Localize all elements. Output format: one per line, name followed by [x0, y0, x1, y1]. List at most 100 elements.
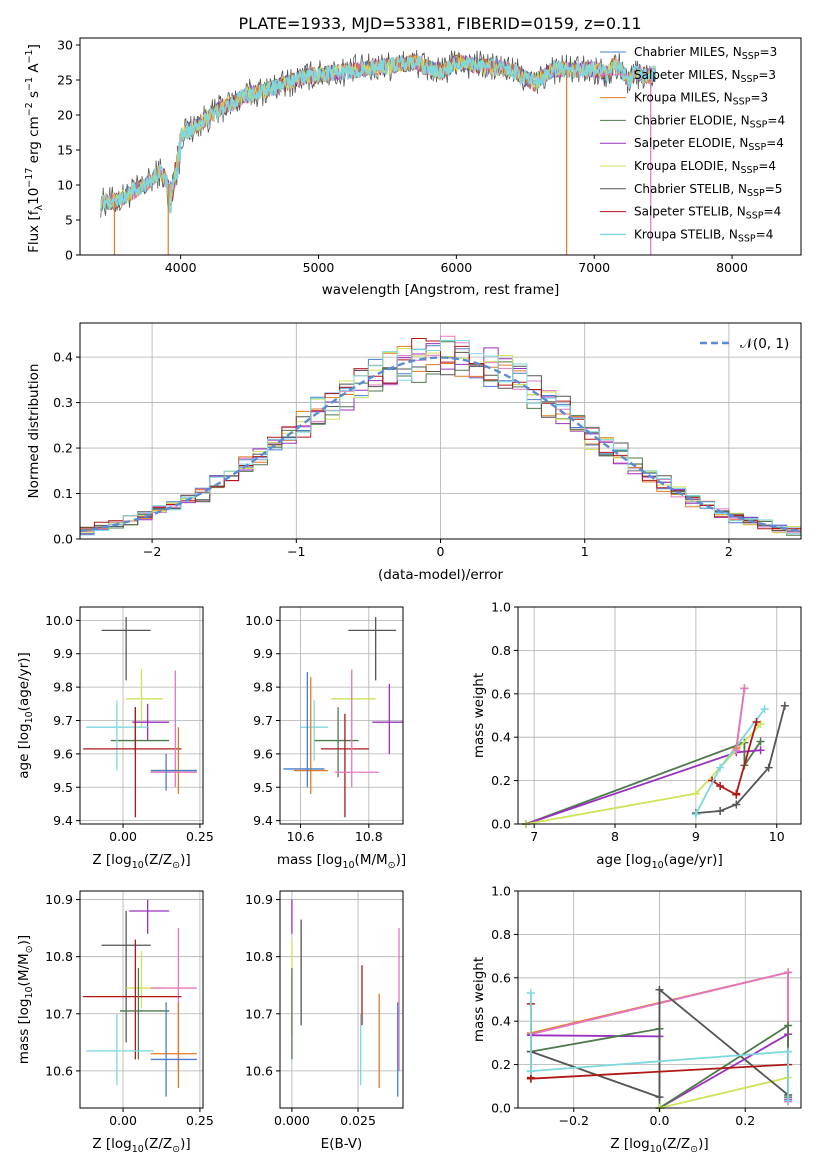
spectrum-ylabel: Flux [fλ10−17 erg cm−2 s−1 A−1] [24, 44, 45, 253]
weight_vs_age-line-kroupa_stelib [695, 708, 766, 815]
age_vs_z-ytick-label: 9.4 [53, 813, 73, 828]
residuals-xlabel: (data-model)/error [378, 567, 504, 583]
mass_vs_ebv-xlabel: E(B-V) [321, 1136, 363, 1152]
weight_vs_z-marker-chabrier_stelib [655, 985, 664, 994]
age_vs_mass-ytick-label: 9.6 [253, 746, 273, 761]
weight_vs_z-marker-kroupa_stelib [526, 988, 535, 997]
age_vs_mass-ytick-label: 9.4 [253, 813, 273, 828]
weight_vs_age-marker-salpeter_elodie [756, 746, 765, 755]
legend-label-salpeter_stelib: Salpeter STELIB, NSSP=4 [634, 205, 781, 222]
weight_vs_z-marker-chabrier_stelib [655, 1093, 664, 1102]
mass_vs_ebv-frame [279, 890, 404, 1109]
weight_vs_age-marker-chabrier_stelib [716, 806, 725, 815]
age_vs_z-xtick-label: 0.00 [109, 829, 137, 844]
weight_vs_age-marker-kroupa_stelib [691, 810, 700, 819]
legend-label-kroupa_stelib: Kroupa STELIB, NSSP=4 [634, 227, 773, 244]
legend-label-chabrier_miles: Chabrier MILES, NSSP=3 [634, 45, 777, 62]
weight_vs_age-marker-kroupa_stelib [716, 763, 725, 772]
spectrum-series-kroupa_stelib [100, 54, 657, 214]
weight_vs_z-xtick-label: 0.0 [650, 1113, 670, 1128]
weight_vs_age-xtick-label: 10 [769, 829, 785, 844]
mass_vs_z-xtick-label: 0.00 [109, 1113, 137, 1128]
spectrum-ytick-label: 0 [65, 248, 73, 263]
weight_vs_z-ylabel: mass weight [471, 957, 487, 1042]
weight_vs_z-line-chabrier_stelib [530, 987, 789, 1099]
weight_vs_age-line-chabrier_elodie [525, 740, 762, 825]
weight_vs_age-marker-kroupa_elodie [691, 789, 700, 798]
weight_vs_age-line-salpeter_stelib [711, 779, 737, 796]
residuals-xtick-label: 2 [725, 544, 733, 559]
weight_vs_z-ytick-label: 0.2 [491, 1057, 511, 1072]
age_vs_mass-ytick-label: 9.7 [253, 713, 273, 728]
residuals-ylabel: Normed distribution [26, 364, 42, 499]
spectrum-ytick-label: 10 [57, 178, 73, 193]
residuals-ytick-label: 0.1 [53, 486, 73, 501]
mass_vs_z-xlabel: Z [log10(Z/Z⊙)] [92, 1136, 190, 1155]
weight_vs_age-ytick-label: 0.8 [491, 643, 511, 658]
weight_vs_z-marker-salpeter_miles [784, 968, 793, 977]
age_vs_z-ytick-label: 9.5 [53, 780, 73, 795]
weight_vs_z-line-kroupa_elodie [659, 1076, 789, 1109]
mass_vs_ebv-ytick-label: 10.9 [245, 892, 273, 907]
weight_vs_z-xtick-label: 0.2 [735, 1113, 755, 1128]
weight_vs_age-marker-salpeter_miles [732, 746, 741, 755]
spectrum-ytick-label: 15 [57, 143, 73, 158]
weight_vs_age-marker-salpeter_stelib [752, 718, 761, 727]
mass_vs_z-xtick-label: 0.25 [186, 1113, 214, 1128]
mass_vs_ebv-ytick-label: 10.8 [245, 949, 273, 964]
weight_vs_age-ytick-label: 0.6 [491, 686, 511, 701]
weight_vs_age-ytick-label: 1.0 [491, 600, 511, 615]
weight_vs_age-marker-chabrier_stelib [732, 800, 741, 809]
weight_vs_age-ytick-label: 0.2 [491, 773, 511, 788]
spectrum-xtick-label: 7000 [578, 260, 610, 275]
weight_vs_age-xlabel: age [log10(age/yr)] [596, 852, 722, 871]
weight_vs_z-line-salpeter_stelib [530, 1063, 789, 1080]
age_vs_mass-xtick-label: 10.6 [287, 829, 315, 844]
mass_vs_z-frame [79, 890, 204, 1109]
age_vs_z-frame [79, 606, 204, 825]
weight_vs_z-line-chabrier_elodie [659, 1023, 789, 1109]
age_vs_z-xlabel: Z [log10(Z/Z⊙)] [92, 852, 190, 871]
age_vs_mass-xlabel: mass [log10(M/M⊙)] [277, 852, 406, 871]
residuals-normal-curve [80, 356, 799, 533]
mass_vs_ebv-ytick-label: 10.6 [245, 1063, 273, 1078]
weight_vs_z-ytick-label: 0.8 [491, 927, 511, 942]
residuals-hist-salpeter_stelib [80, 338, 801, 530]
mass_vs_z-ylabel: mass [log10(M/M⊙)] [16, 935, 35, 1064]
mass_vs_ebv-xtick-label: 0.000 [274, 1113, 310, 1128]
weight_vs_age-marker-salpeter_miles [740, 684, 749, 693]
legend-label-kroupa_elodie: Kroupa ELODIE, NSSP=4 [634, 159, 776, 176]
weight_vs_z-xtick-label: −0.2 [559, 1113, 589, 1128]
weight_vs_age-marker-kroupa_elodie [756, 720, 765, 729]
residuals-xtick-label: 0 [437, 544, 445, 559]
residuals-xtick-label: −1 [287, 544, 305, 559]
weight_vs_age-line-salpeter_miles [735, 688, 746, 751]
residuals-ytick-label: 0.3 [53, 395, 73, 410]
spectrum-plot-area [100, 49, 657, 255]
mass_vs_ebv-plot-area [291, 899, 400, 1097]
age_vs_z-ytick-label: 9.6 [53, 746, 73, 761]
spectrum-ytick-label: 30 [57, 38, 73, 53]
weight_vs_age-plot-area [522, 684, 789, 828]
mass_vs_z-ytick-label: 10.8 [45, 949, 73, 964]
age_vs_mass-ytick-label: 9.9 [253, 646, 273, 661]
weight_vs_z-marker-kroupa_stelib [784, 1096, 793, 1105]
residuals-frame [79, 322, 802, 540]
weight_vs_age-ytick-label: 0.4 [491, 730, 511, 745]
mass_vs_ebv-xtick-label: 0.025 [340, 1113, 376, 1128]
age_vs_mass-xtick-label: 10.8 [355, 829, 383, 844]
residuals-plot-area [80, 335, 801, 536]
age_vs_z-xtick-label: 0.25 [186, 829, 214, 844]
legend-label-salpeter_elodie: Salpeter ELODIE, NSSP=4 [634, 136, 784, 153]
legend-label-kroupa_miles: Kroupa MILES, NSSP=3 [634, 91, 768, 108]
residuals-ytick-label: 0.0 [53, 532, 73, 547]
weight_vs_z-ytick-label: 0.6 [491, 970, 511, 985]
spectrum-xlabel: wavelength [Angstrom, rest frame] [322, 282, 560, 298]
weight_vs_age-xtick-label: 8 [611, 829, 619, 844]
weight_vs_age-marker-chabrier_stelib [780, 701, 789, 710]
weight_vs_z-plot-area [526, 968, 793, 1112]
mass_vs_z-plot-area [83, 899, 197, 1097]
age_vs_z-ytick-label: 9.9 [53, 646, 73, 661]
age_vs_mass-plot-area [283, 617, 403, 818]
weight_vs_z-marker-chabrier_elodie [784, 1021, 793, 1030]
